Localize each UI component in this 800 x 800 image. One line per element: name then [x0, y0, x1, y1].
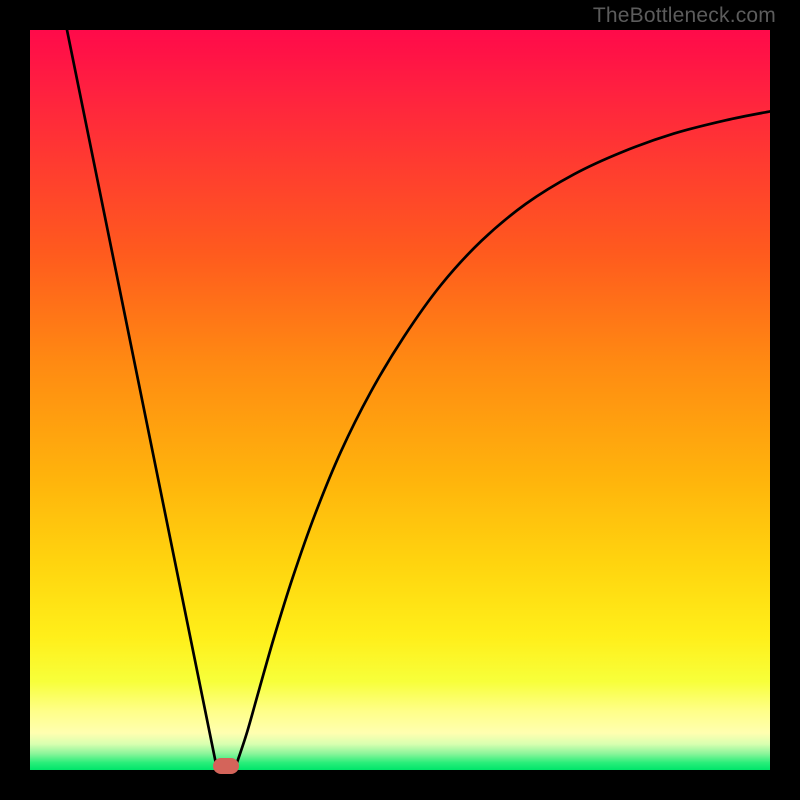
- chart-stage: TheBottleneck.com: [0, 0, 800, 800]
- watermark-text: TheBottleneck.com: [593, 4, 776, 28]
- plot-svg: [0, 0, 800, 800]
- minimum-marker: [213, 758, 239, 774]
